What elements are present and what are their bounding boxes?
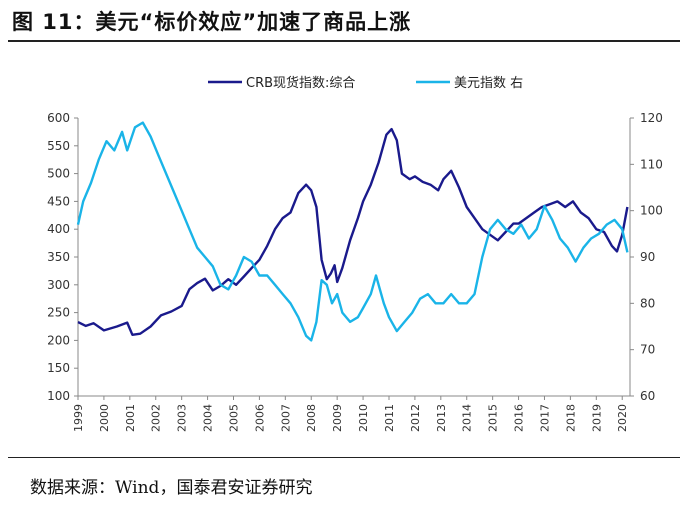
left-tick-label: 150 [47, 361, 70, 375]
chart: CRB现货指数:综合 美元指数 右 100 150 200 250 300 350 400 45… [47, 75, 663, 432]
left-tick-label: 350 [47, 250, 70, 264]
right-tick-label: 70 [640, 343, 655, 357]
x-tick-label: 2016 [513, 404, 526, 432]
x-tick-label: 2017 [538, 404, 551, 432]
crb-series-line [77, 127, 629, 336]
x-tick-label: 2010 [357, 404, 370, 432]
x-tick-label: 2006 [253, 404, 266, 432]
left-tick-label: 550 [47, 139, 70, 153]
left-tick-label: 450 [47, 194, 70, 208]
legend-label-crb: CRB现货指数:综合 [246, 75, 355, 91]
x-tick-label: 2001 [124, 404, 137, 432]
right-tick-label: 60 [640, 389, 655, 403]
x-tick-label: 2014 [461, 404, 474, 432]
right-tick-label: 120 [640, 111, 663, 125]
x-tick-label: 2018 [564, 404, 577, 432]
x-tick-label: 2019 [590, 404, 603, 432]
x-tick-label: 2000 [98, 404, 111, 432]
left-tick-label: 300 [47, 278, 70, 292]
source-note: 数据来源：Wind，国泰君安证券研究 [30, 478, 313, 498]
x-tick-label: 2013 [435, 404, 448, 432]
left-tick-label: 500 [47, 167, 70, 181]
x-tick-label: 2009 [331, 404, 344, 432]
left-tick-label: 250 [47, 306, 70, 320]
axes: 100 150 200 250 300 350 400 450 500 550 600 60 70 80 9… [47, 111, 663, 432]
right-tick-label: 80 [640, 296, 655, 310]
x-tick-label: 2004 [202, 404, 215, 432]
title-rule [8, 40, 680, 42]
x-tick-label: 2011 [383, 404, 396, 432]
x-tick-label: 2002 [150, 404, 163, 432]
source-rule [8, 457, 680, 458]
x-tick-label: 2012 [409, 404, 422, 432]
x-tick-label: 2003 [176, 404, 189, 432]
right-tick-label: 100 [640, 204, 663, 218]
x-tick-label: 2007 [279, 404, 292, 432]
right-tick-label: 110 [640, 157, 663, 171]
series-layer [76, 121, 629, 342]
legend: CRB现货指数:综合 美元指数 右 [208, 75, 523, 91]
left-tick-label: 200 [47, 333, 70, 347]
left-tick-label: 100 [47, 389, 70, 403]
x-tick-label: 2020 [616, 404, 629, 432]
legend-label-dxy: 美元指数 右 [454, 76, 523, 91]
figure-title: 图 11：美元“标价效应”加速了商品上涨 [12, 10, 412, 34]
left-tick-label: 400 [47, 222, 70, 236]
left-tick-label: 600 [47, 111, 70, 125]
dxy-series-line [76, 121, 629, 342]
x-tick-label: 2005 [227, 404, 240, 432]
x-tick-label: 2015 [487, 404, 500, 432]
x-tick-label: 2008 [305, 404, 318, 432]
right-tick-label: 90 [640, 250, 655, 264]
x-tick-label: 1999 [72, 404, 85, 432]
